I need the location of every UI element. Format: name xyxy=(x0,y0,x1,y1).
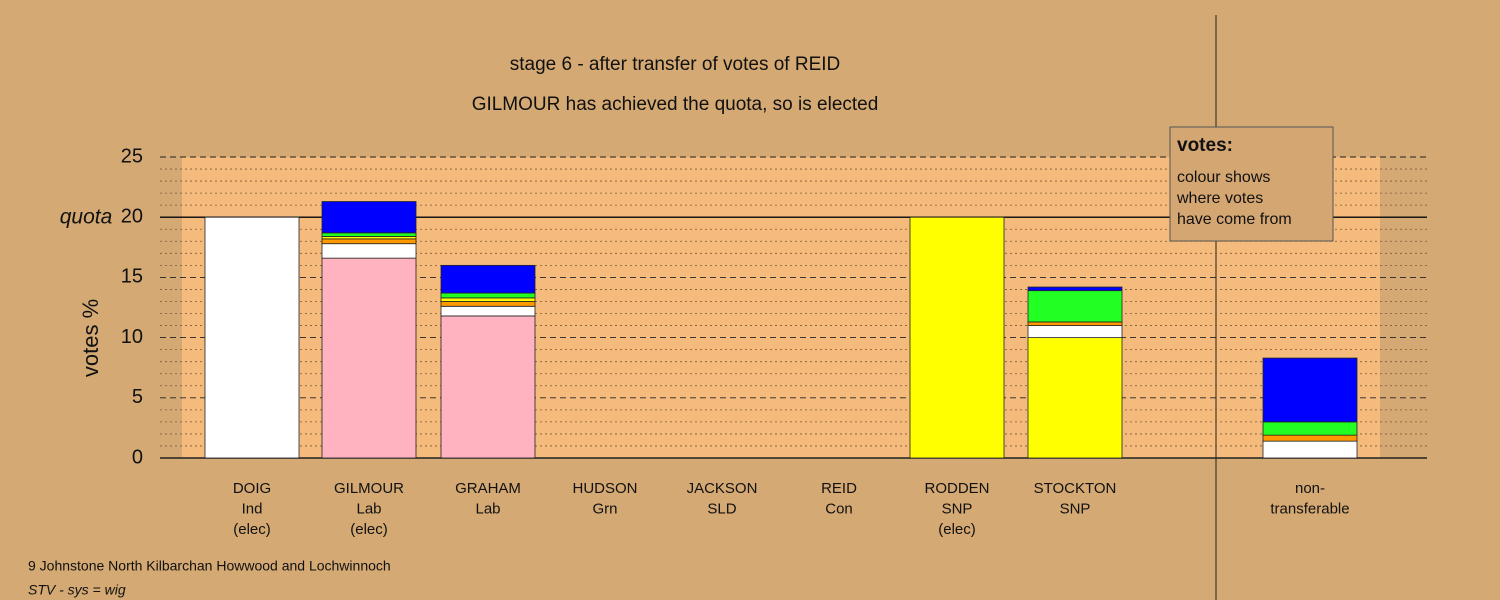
x-tick-label: Lab xyxy=(356,500,381,517)
bar-segment xyxy=(440,292,536,299)
x-tick-label: Grn xyxy=(592,500,617,517)
x-tick-label: JACKSON xyxy=(687,480,758,497)
x-tick-label: REID xyxy=(821,480,857,497)
legend-text: have come from xyxy=(1177,211,1292,228)
y-tick-label: 15 xyxy=(121,266,143,288)
chart-title: stage 6 - after transfer of votes of REI… xyxy=(510,54,841,75)
x-tick-label: transferable xyxy=(1270,500,1349,517)
x-tick-label: SLD xyxy=(707,500,736,517)
bar-segment xyxy=(1262,421,1358,436)
legend-heading: votes: xyxy=(1177,135,1233,156)
footer-text: 9 Johnstone North Kilbarchan Howwood and… xyxy=(28,558,391,574)
bar-segment xyxy=(204,216,300,459)
footer-text: STV - sys = wig xyxy=(28,582,126,598)
legend-text: colour shows xyxy=(1177,169,1270,186)
bar-segment xyxy=(1027,337,1123,459)
y-axis-label: votes % xyxy=(78,299,103,377)
x-tick-label: STOCKTON xyxy=(1034,480,1117,497)
x-tick-label: SNP xyxy=(1060,500,1091,517)
x-tick-label: SNP xyxy=(942,500,973,517)
legend-text: where votes xyxy=(1176,190,1263,207)
bar-segment xyxy=(440,301,536,307)
bar-segment xyxy=(321,232,417,237)
y-tick-label: 10 xyxy=(121,326,143,348)
x-tick-label: GILMOUR xyxy=(334,480,404,497)
quota-label: quota xyxy=(60,206,113,229)
y-tick-label: 25 xyxy=(121,145,143,167)
x-tick-label: GRAHAM xyxy=(455,480,521,497)
x-tick-label: RODDEN xyxy=(924,480,989,497)
legend-box xyxy=(1169,126,1334,242)
bar-segment xyxy=(1027,290,1123,323)
bar-segment xyxy=(909,216,1005,459)
x-tick-label: DOIG xyxy=(233,480,271,497)
bar-segment xyxy=(321,243,417,259)
bar-segment xyxy=(321,238,417,245)
bar-segment xyxy=(1262,434,1358,442)
bar-segment xyxy=(440,315,536,459)
bar-segment xyxy=(321,201,417,234)
bar-segment xyxy=(1027,321,1123,326)
x-tick-label: (elec) xyxy=(233,521,271,538)
bar-segment xyxy=(440,264,536,294)
bar-segment xyxy=(1027,286,1123,292)
y-tick-label: 5 xyxy=(132,386,143,408)
bar-segment xyxy=(1027,325,1123,338)
bar-segment xyxy=(440,305,536,317)
bar-segment xyxy=(321,257,417,459)
x-tick-label: (elec) xyxy=(350,521,388,538)
x-tick-label: non- xyxy=(1295,480,1325,497)
chart-subtitle: GILMOUR has achieved the quota, so is el… xyxy=(472,94,879,115)
bar-segment xyxy=(1262,357,1358,423)
y-tick-label: 20 xyxy=(121,205,143,227)
bar-segment xyxy=(1262,440,1358,459)
x-tick-label: Lab xyxy=(475,500,500,517)
y-tick-label: 0 xyxy=(132,446,143,468)
bar-segment xyxy=(440,297,536,302)
x-tick-label: Ind xyxy=(242,500,263,517)
x-tick-label: HUDSON xyxy=(572,480,637,497)
x-tick-label: (elec) xyxy=(938,521,976,538)
x-tick-label: Con xyxy=(825,500,853,517)
